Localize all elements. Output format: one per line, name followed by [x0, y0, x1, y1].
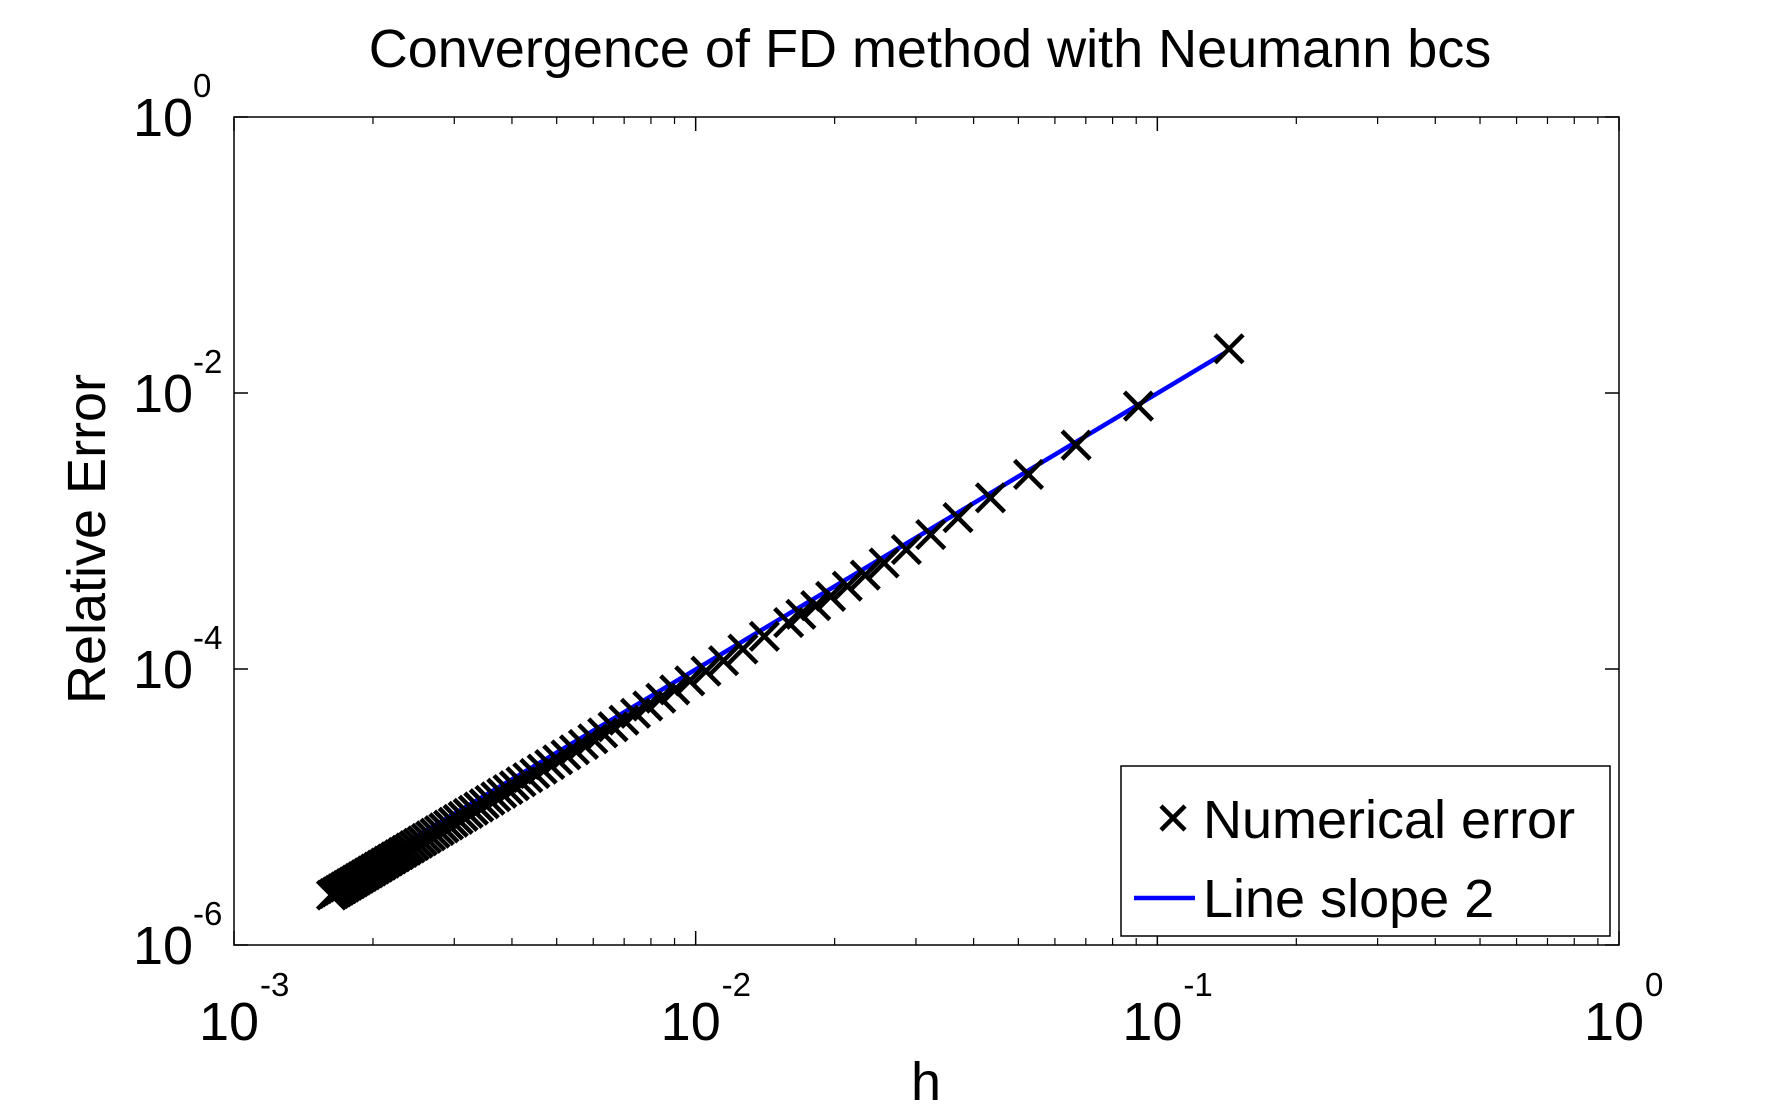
- numerical-error-point: [690, 655, 722, 687]
- y-axis-label: Relative Error: [57, 374, 117, 704]
- x-marker-stroke: [915, 518, 947, 551]
- legend-entry-numerical-error: [1159, 804, 1187, 832]
- x-tick-label: 10-2: [661, 966, 751, 1052]
- x-marker-stroke: [849, 559, 881, 591]
- numerical-error-point: [674, 665, 706, 697]
- y-tick-label: 10-2: [133, 343, 222, 424]
- y-tick-label-exponent: -6: [193, 895, 222, 932]
- x-marker-stroke: [727, 633, 759, 665]
- numerical-error-point: [974, 482, 1007, 514]
- y-tick-label: 10-6: [133, 895, 222, 976]
- x-axis-label: h: [911, 1052, 941, 1110]
- numerical-error-point: [315, 879, 348, 911]
- data-series: [315, 333, 1245, 911]
- x-marker-stroke: [831, 570, 863, 602]
- numerical-error-point: [890, 533, 922, 566]
- numerical-error-point: [942, 502, 974, 534]
- chart-title: Convergence of FD method with Neumann bc…: [369, 19, 1492, 79]
- x-tick-label: 10-3: [199, 966, 289, 1052]
- x-marker-stroke: [659, 674, 691, 706]
- x-tick-label-exponent: 0: [1645, 966, 1663, 1003]
- numerical-error-point: [800, 590, 832, 622]
- legend-label-line-slope-2: Line slope 2: [1203, 869, 1494, 929]
- x-marker-stroke: [550, 739, 582, 771]
- numerical-error-point: [577, 723, 609, 755]
- x-marker-stroke: [815, 580, 847, 612]
- x-marker-stroke: [1060, 429, 1092, 461]
- x-marker-stroke: [707, 645, 740, 677]
- y-tick-label: 10-4: [133, 619, 222, 700]
- x-marker-stroke: [974, 482, 1007, 514]
- x-tick-label-base: 10: [1122, 992, 1182, 1052]
- legend: Numerical error Line slope 2: [1120, 765, 1611, 937]
- y-tick-label-exponent: -4: [193, 619, 222, 656]
- x-marker-stroke: [1213, 333, 1245, 365]
- x-tick-label-base: 10: [199, 992, 259, 1052]
- numerical-error-point: [1213, 333, 1245, 365]
- x-marker-stroke: [868, 547, 900, 579]
- legend-box: [1120, 765, 1611, 937]
- y-tick-label-base: 10: [133, 916, 193, 976]
- numerical-error-point: [915, 518, 947, 551]
- legend-label-numerical-error: Numerical error: [1203, 790, 1575, 850]
- numerical-error-point: [748, 620, 780, 652]
- numerical-error-point: [1122, 390, 1155, 422]
- y-tick-label-base: 10: [133, 88, 193, 148]
- x-tick-label: 100: [1584, 966, 1663, 1052]
- numerical-error-point: [707, 645, 740, 677]
- x-marker-stroke: [890, 533, 922, 566]
- x-marker-stroke: [942, 502, 974, 534]
- x-marker-stroke: [1122, 390, 1155, 422]
- x-marker-stroke: [577, 723, 609, 755]
- numerical-error-point: [831, 570, 863, 602]
- x-tick-label-exponent: -1: [1183, 966, 1212, 1003]
- numerical-error-point: [727, 633, 759, 665]
- y-tick-label-base: 10: [133, 364, 193, 424]
- numerical-error-point: [1012, 458, 1045, 491]
- numerical-error-point: [1060, 429, 1092, 461]
- x-marker-stroke: [674, 665, 706, 697]
- x-marker-stroke: [748, 620, 780, 652]
- y-tick-label-exponent: -2: [193, 343, 222, 380]
- numerical-error-point: [849, 559, 881, 591]
- y-tick-label-exponent: 0: [193, 67, 211, 104]
- numerical-error-point: [550, 739, 582, 771]
- numerical-error-point: [773, 606, 805, 639]
- numerical-error-point: [567, 728, 600, 761]
- numerical-error-point: [815, 580, 847, 612]
- x-marker-stroke: [773, 606, 805, 639]
- y-tick-label-base: 10: [133, 640, 193, 700]
- x-marker-stroke: [800, 590, 832, 622]
- y-tick-label: 100: [133, 67, 211, 148]
- x-marker-stroke: [315, 879, 348, 911]
- x-marker-stroke: [1012, 458, 1045, 491]
- x-tick-label-base: 10: [1584, 992, 1644, 1052]
- numerical-error-point: [659, 674, 691, 706]
- x-tick-label-base: 10: [661, 992, 721, 1052]
- x-tick-label: 10-1: [1122, 966, 1212, 1052]
- x-tick-label-exponent: -2: [722, 966, 751, 1003]
- x-marker-stroke: [690, 655, 722, 687]
- legend-x-marker: [1159, 804, 1187, 832]
- x-tick-label-exponent: -3: [260, 966, 289, 1003]
- x-marker-stroke: [567, 728, 600, 761]
- numerical-error-point: [558, 734, 591, 766]
- numerical-error-point: [868, 547, 900, 579]
- x-marker-stroke: [558, 734, 591, 766]
